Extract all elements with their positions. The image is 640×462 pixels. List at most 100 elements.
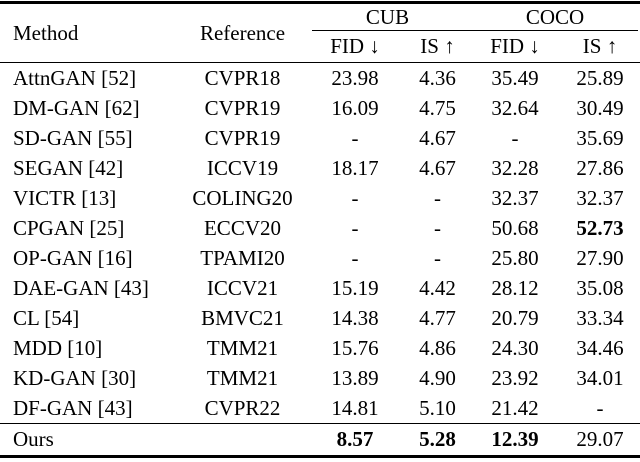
table-row: VICTR [13] COLING20 - - 32.37 32.37 [0,183,640,213]
method-cell: CL [54] [13,305,80,330]
table-row: MDD [10] TMM21 15.76 4.86 24.30 34.46 [0,333,640,363]
method-cell: SD-GAN [55] [13,125,133,150]
value-cell: 14.38 [331,305,379,330]
value-cell: 23.92 [491,365,539,390]
value-cell: - [351,185,359,210]
value-cell: - [434,185,441,210]
value-cell: 8.57 [305,423,405,458]
reference-cell: BMVC21 [201,305,284,330]
reference-cell: COLING20 [192,185,293,210]
table-row: AttnGAN [52] CVPR18 23.98 4.36 35.49 25.89 [0,63,640,94]
method-cell: DAE-GAN [43] [13,275,149,300]
table-row: CL [54] BMVC21 14.38 4.77 20.79 33.34 [0,303,640,333]
table-row: CPGAN [25] ECCV20 - - 50.68 52.73 [0,213,640,243]
method-column-header: Method [0,1,180,63]
value-cell: 4.75 [419,95,456,120]
value-cell: 32.64 [491,95,539,120]
reference-cell: TPAMI20 [200,245,285,270]
method-cell: MDD [10] [13,335,103,360]
value-cell: 27.90 [576,245,624,270]
value-cell: - [434,215,441,240]
table-row: SD-GAN [55] CVPR19 - 4.67 - 35.69 [0,123,640,153]
value-cell: 35.49 [491,65,539,90]
reference-cell: CVPR18 [204,65,281,90]
header-metric-row: FID ↓ IS ↑ FID ↓ IS ↑ [0,31,640,63]
reference-cell: ICCV19 [206,155,279,180]
reference-cell: ECCV20 [203,215,281,240]
value-cell: 34.01 [576,365,624,390]
method-cell: VICTR [13] [13,185,117,210]
reference-cell: CVPR22 [204,395,281,420]
value-cell: 4.86 [419,335,456,360]
value-cell: 21.42 [491,395,539,420]
ours-row: Ours 8.57 5.28 12.39 29.07 [0,423,640,458]
value-cell: 25.80 [491,245,539,270]
value-cell: 32.28 [491,155,539,180]
value-cell: 29.07 [560,423,640,458]
value-cell: - [351,215,359,240]
value-cell: 4.36 [419,65,456,90]
value-cell: 34.46 [576,335,624,360]
method-cell: CPGAN [25] [13,215,125,240]
reference-cell: TMM21 [206,365,279,390]
value-cell: 15.76 [331,335,379,360]
value-cell: 35.08 [576,275,624,300]
cub-fid-header: FID ↓ [305,31,405,63]
method-cell: KD-GAN [30] [13,365,137,390]
value-cell: 16.09 [331,95,379,120]
value-cell: 23.98 [331,65,379,90]
value-cell: 27.86 [576,155,624,180]
value-cell: 25.89 [576,65,624,90]
value-cell: 18.17 [331,155,379,180]
value-cell: 4.67 [419,155,456,180]
value-cell: - [596,395,604,420]
value-cell: 4.90 [419,365,456,390]
table-body: AttnGAN [52] CVPR18 23.98 4.36 35.49 25.89 DM-… [0,63,640,458]
reference-cell: CVPR19 [204,95,281,120]
method-cell: AttnGAN [52] [13,65,137,90]
reference-cell: CVPR19 [204,125,281,150]
value-cell: 12.39 [470,423,560,458]
value-cell: - [351,245,359,270]
value-cell: 52.73 [576,215,624,240]
value-cell: - [351,125,359,150]
reference-cell: ICCV21 [206,275,279,300]
method-cell: DF-GAN [43] [13,395,133,420]
coco-is-header: IS ↑ [560,31,640,63]
value-cell: 35.69 [576,125,624,150]
value-cell: 5.28 [405,423,470,458]
value-cell: 4.77 [419,305,456,330]
value-cell: 32.37 [491,185,539,210]
method-cell: OP-GAN [16] [13,245,133,270]
table-row: OP-GAN [16] TPAMI20 - - 25.80 27.90 [0,243,640,273]
header-group-row: Method Reference CUB COCO [0,1,640,63]
coco-group-header: COCO [470,1,640,31]
method-cell: DM-GAN [62] [13,95,140,120]
value-cell: 4.42 [419,275,456,300]
value-cell: 33.34 [576,305,624,330]
reference-cell [180,423,305,458]
cub-coco-partial-rule [312,30,638,32]
value-cell: 32.37 [576,185,624,210]
value-cell: 15.19 [331,275,379,300]
value-cell: 20.79 [491,305,539,330]
value-cell: 4.67 [419,125,456,150]
value-cell: 13.89 [331,365,379,390]
value-cell: 30.49 [576,95,624,120]
value-cell: 24.30 [491,335,539,360]
table-row: DAE-GAN [43] ICCV21 15.19 4.42 28.12 35.08 [0,273,640,303]
value-cell: 28.12 [491,275,539,300]
cub-group-header: CUB [305,1,470,31]
method-cell: Ours [0,423,180,458]
cub-is-header: IS ↑ [405,31,470,63]
method-cell: SEGAN [42] [13,155,124,180]
value-cell: - [511,125,519,150]
table-row: KD-GAN [30] TMM21 13.89 4.90 23.92 34.01 [0,363,640,393]
coco-fid-header: FID ↓ [470,31,560,63]
value-cell: 14.81 [331,395,379,420]
value-cell: 5.10 [419,395,456,420]
table-row: DM-GAN [62] CVPR19 16.09 4.75 32.64 30.49 [0,93,640,123]
value-cell: - [434,245,441,270]
